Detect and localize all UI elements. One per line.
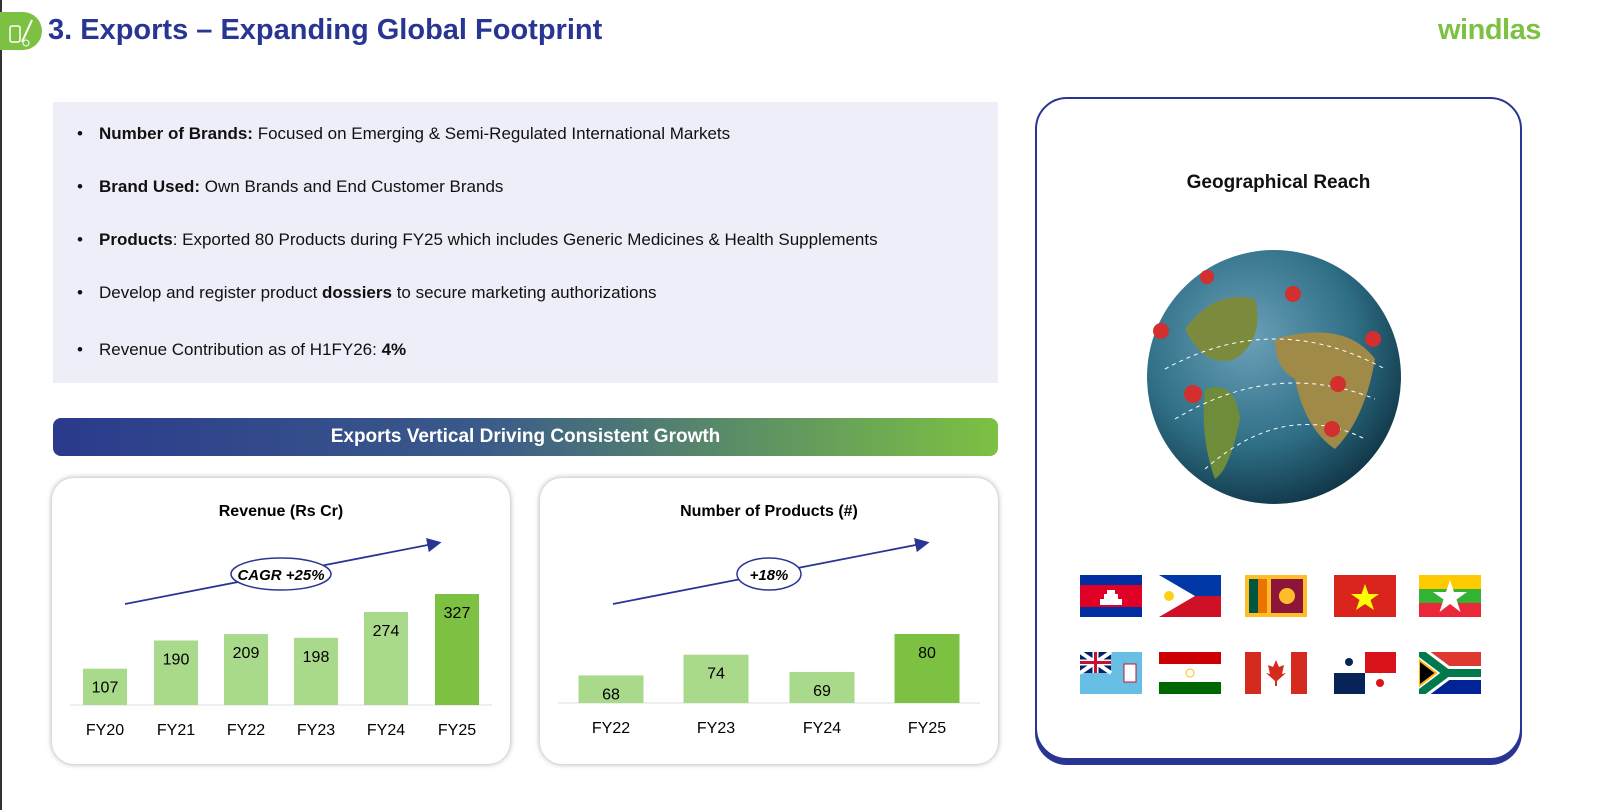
section-banner: Exports Vertical Driving Consistent Grow… [53,418,998,456]
bullet-dot: • [77,283,83,302]
page-title: 3. Exports – Expanding Global Footprint [48,14,603,46]
bullet-bold: 4% [381,340,407,359]
bullet-text: Develop and register product [99,283,323,302]
bar [294,637,338,705]
bar-chart: Number of Products (#) +18% 68 FY22 74 FY23 69… [558,503,980,737]
bullet-text: : Exported 80 Products during FY25 which… [172,230,878,249]
category-label: FY25 [438,722,476,739]
bar-value-label: 68 [602,686,620,703]
geographical-reach-card: Geographical Reach [1035,97,1522,760]
category-label: FY22 [227,722,265,739]
reach-title: Geographical Reach [1186,172,1371,193]
flag-philippines-icon [1159,575,1221,617]
revenue-chart-card: Revenue (Rs Cr) CAGR +25% 107 FY20 190 FY21 20… [52,478,510,764]
bar-value-label: 74 [707,666,725,683]
bar [789,671,855,703]
bar [578,675,644,703]
growth-annotation: +18% [750,567,789,584]
bullet-text: Revenue Contribution as of H1FY26: [99,340,382,359]
chart-title: Number of Products (#) [680,503,858,520]
brand-logo: windlas [1438,14,1541,46]
bar-value-label: 327 [444,605,471,622]
flag-cambodia-icon [1080,575,1142,617]
bullet-bold: Number of Brands: [99,124,253,143]
medicine-icon [0,12,42,50]
flag-south-africa-icon [1414,646,1481,700]
category-label: FY24 [367,722,405,739]
flag-panama-icon [1334,652,1396,694]
bullet-item: • Brand Used: Own Brands and End Customer… [77,177,503,197]
bullet-item: • Number of Brands: Focused on Emerging &… [77,124,730,144]
bullet-item: • Products: Exported 80 Products during F… [77,230,878,250]
growth-annotation: CAGR +25% [237,567,324,584]
bullet-item: • Develop and register product dossiers t… [77,283,657,303]
highlights-box: • Number of Brands: Focused on Emerging &… [53,102,998,383]
bullet-bold: dossiers [322,283,392,302]
left-edge [0,0,2,810]
category-label: FY23 [297,722,335,739]
bar [224,634,268,705]
bar [83,668,127,705]
bullet-dot: • [77,177,83,196]
bar-value-label: 107 [92,680,119,697]
bar [435,594,479,705]
products-chart-card: Number of Products (#) +18% 68 FY22 74 FY23 69… [540,478,998,764]
category-label: FY20 [86,722,124,739]
flag-canada-icon [1245,652,1307,694]
bar-value-label: 69 [813,683,831,700]
annotation-ellipse [736,557,802,591]
bullet-bold: Products [99,230,173,249]
bar-value-label: 198 [303,649,330,666]
bar-value-label: 80 [918,645,936,662]
category-label: FY25 [908,720,946,737]
flag-myanmar-icon [1419,575,1481,617]
chart-title: Revenue (Rs Cr) [219,503,343,520]
flag-fiji-icon [1078,650,1142,694]
bar-value-label: 274 [373,623,400,640]
bullet-text: Own Brands and End Customer Brands [200,177,504,196]
bar [894,634,960,703]
bullet-dot: • [77,340,83,359]
category-label: FY23 [697,720,735,737]
flag-tajikistan-icon [1159,652,1221,694]
bullet-text: Focused on Emerging & Semi-Regulated Int… [252,124,731,143]
bar [154,640,198,705]
bar-value-label: 209 [233,645,260,662]
bar [683,654,749,703]
category-label: FY21 [157,722,195,739]
bar [364,611,408,705]
annotation-ellipse [230,557,332,591]
bar-value-label: 190 [163,652,190,669]
bullet-dot: • [77,230,83,249]
flag-vietnam-icon [1334,575,1396,617]
bullet-bold: Brand Used: [99,177,201,196]
bullet-item: • Revenue Contribution as of H1FY26: 4% [77,340,406,360]
bar-chart: Revenue (Rs Cr) CAGR +25% 107 FY20 190 FY21 20… [70,503,492,739]
bullet-dot: • [77,124,83,143]
flag-sri-lanka-icon [1245,575,1307,617]
globe-icon [1147,250,1401,504]
category-label: FY24 [803,720,841,737]
category-label: FY22 [592,720,630,737]
bullet-text: to secure marketing authorizations [391,283,657,302]
